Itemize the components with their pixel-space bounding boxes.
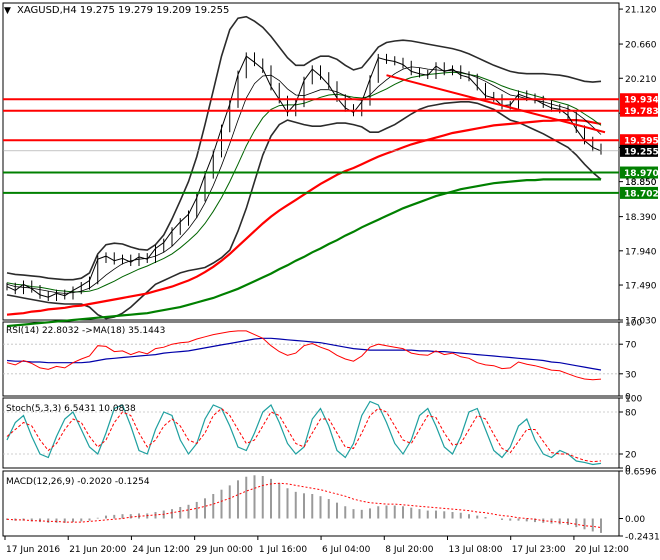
rsi-y-tick-label: 70 [625,341,637,351]
macd-y-tick-label: -0.2431 [625,533,660,543]
dropdown-arrow-icon[interactable]: ▼ [4,6,11,16]
rsi-panel-frame [2,321,620,397]
axes-layer: 21.12020.66020.21019.75019.30018.85018.3… [4,6,660,555]
x-axis-label: 6 Jul 04:00 [322,545,371,555]
main-y-tick-label: 21.120 [625,6,657,16]
level-price-label: 19.783 [624,107,659,117]
x-axis-label: 29 Jun 00:00 [196,545,253,555]
main-y-tick-label: 17.490 [625,282,657,292]
stoch-main-line [6,400,602,466]
macd-y-tick-label: 0.00 [625,515,645,525]
x-axis-label: 20 Jul 12:00 [575,545,629,555]
grid-layer [2,2,620,537]
symbol-header: XAGUSD,H4 19.275 19.279 19.209 19.255 [17,5,229,16]
stochastic-title: Stoch(5,3,3) 6.5431 10.0838 [6,404,136,414]
level-price-label: 19.934 [624,96,659,106]
stochastic-panel[interactable] [3,400,619,466]
level-price-label: 18.970 [624,169,659,179]
main-y-tick-label: 18.850 [625,178,657,188]
x-axis-label: 21 Jun 20:00 [69,545,126,555]
x-axis-label: 17 Jun 2016 [6,545,60,555]
level-price-label: 19.395 [624,137,659,147]
main-price-panel[interactable] [3,15,619,328]
stoch-y-tick-label: 100 [625,395,642,405]
main-panel-frame [2,2,620,321]
level-price-label-box [620,166,658,179]
x-axis-label: 8 Jul 20:00 [385,545,434,555]
main-y-tick-label: 18.390 [625,213,657,223]
rsi-y-tick-label: 100 [625,319,642,329]
main-y-tick-label: 20.210 [625,75,657,85]
rsi-title: RSI(14) 22.8032 ->MA(18) 35.1443 [6,326,165,336]
x-axis-label: 24 Jun 12:00 [132,545,189,555]
rsi-y-tick-label: 30 [625,370,637,380]
level-price-label: 18.702 [624,189,659,199]
rsi-y-tick-label: 0 [625,393,631,403]
current-price-label-box [620,144,658,157]
current-price-label: 19.255 [624,147,659,157]
stoch-y-tick-label: 20 [625,451,637,461]
main-y-tick-label: 18.850 [625,178,657,188]
rsi-line [6,330,602,381]
stoch-panel-frame [2,397,620,469]
ma-long-red [6,119,602,316]
level-price-label-box [620,104,658,117]
rsi-ma-line [6,337,602,371]
x-axis-label: 1 Jul 16:00 [259,545,308,555]
macd-panel-frame [2,470,620,537]
rsi-panel[interactable] [3,330,619,381]
level-price-label-box [620,134,658,147]
x-axis-label: 17 Jul 23:00 [512,545,566,555]
main-y-tick-label: 20.660 [625,41,657,51]
bollinger-upper-band [6,15,602,281]
stoch-signal-line [6,407,602,463]
macd-panel[interactable] [6,475,602,533]
x-axis-label: 13 Jul 08:00 [448,545,502,555]
main-y-tick-label: 17.030 [625,317,657,327]
stoch-y-tick-label: 0 [625,465,631,475]
bollinger-lower-band [6,101,602,320]
stoch-y-tick-label: 80 [625,409,637,419]
main-y-tick-label: 17.940 [625,247,657,257]
level-price-label-box [620,93,658,106]
level-price-label-box [620,186,658,199]
macd-title: MACD(12,26,9) -0.2020 -0.1254 [6,477,150,487]
macd-y-tick-label: 0.6596 [625,468,657,478]
trendline[interactable] [386,74,606,134]
ma-long-green [6,178,601,328]
